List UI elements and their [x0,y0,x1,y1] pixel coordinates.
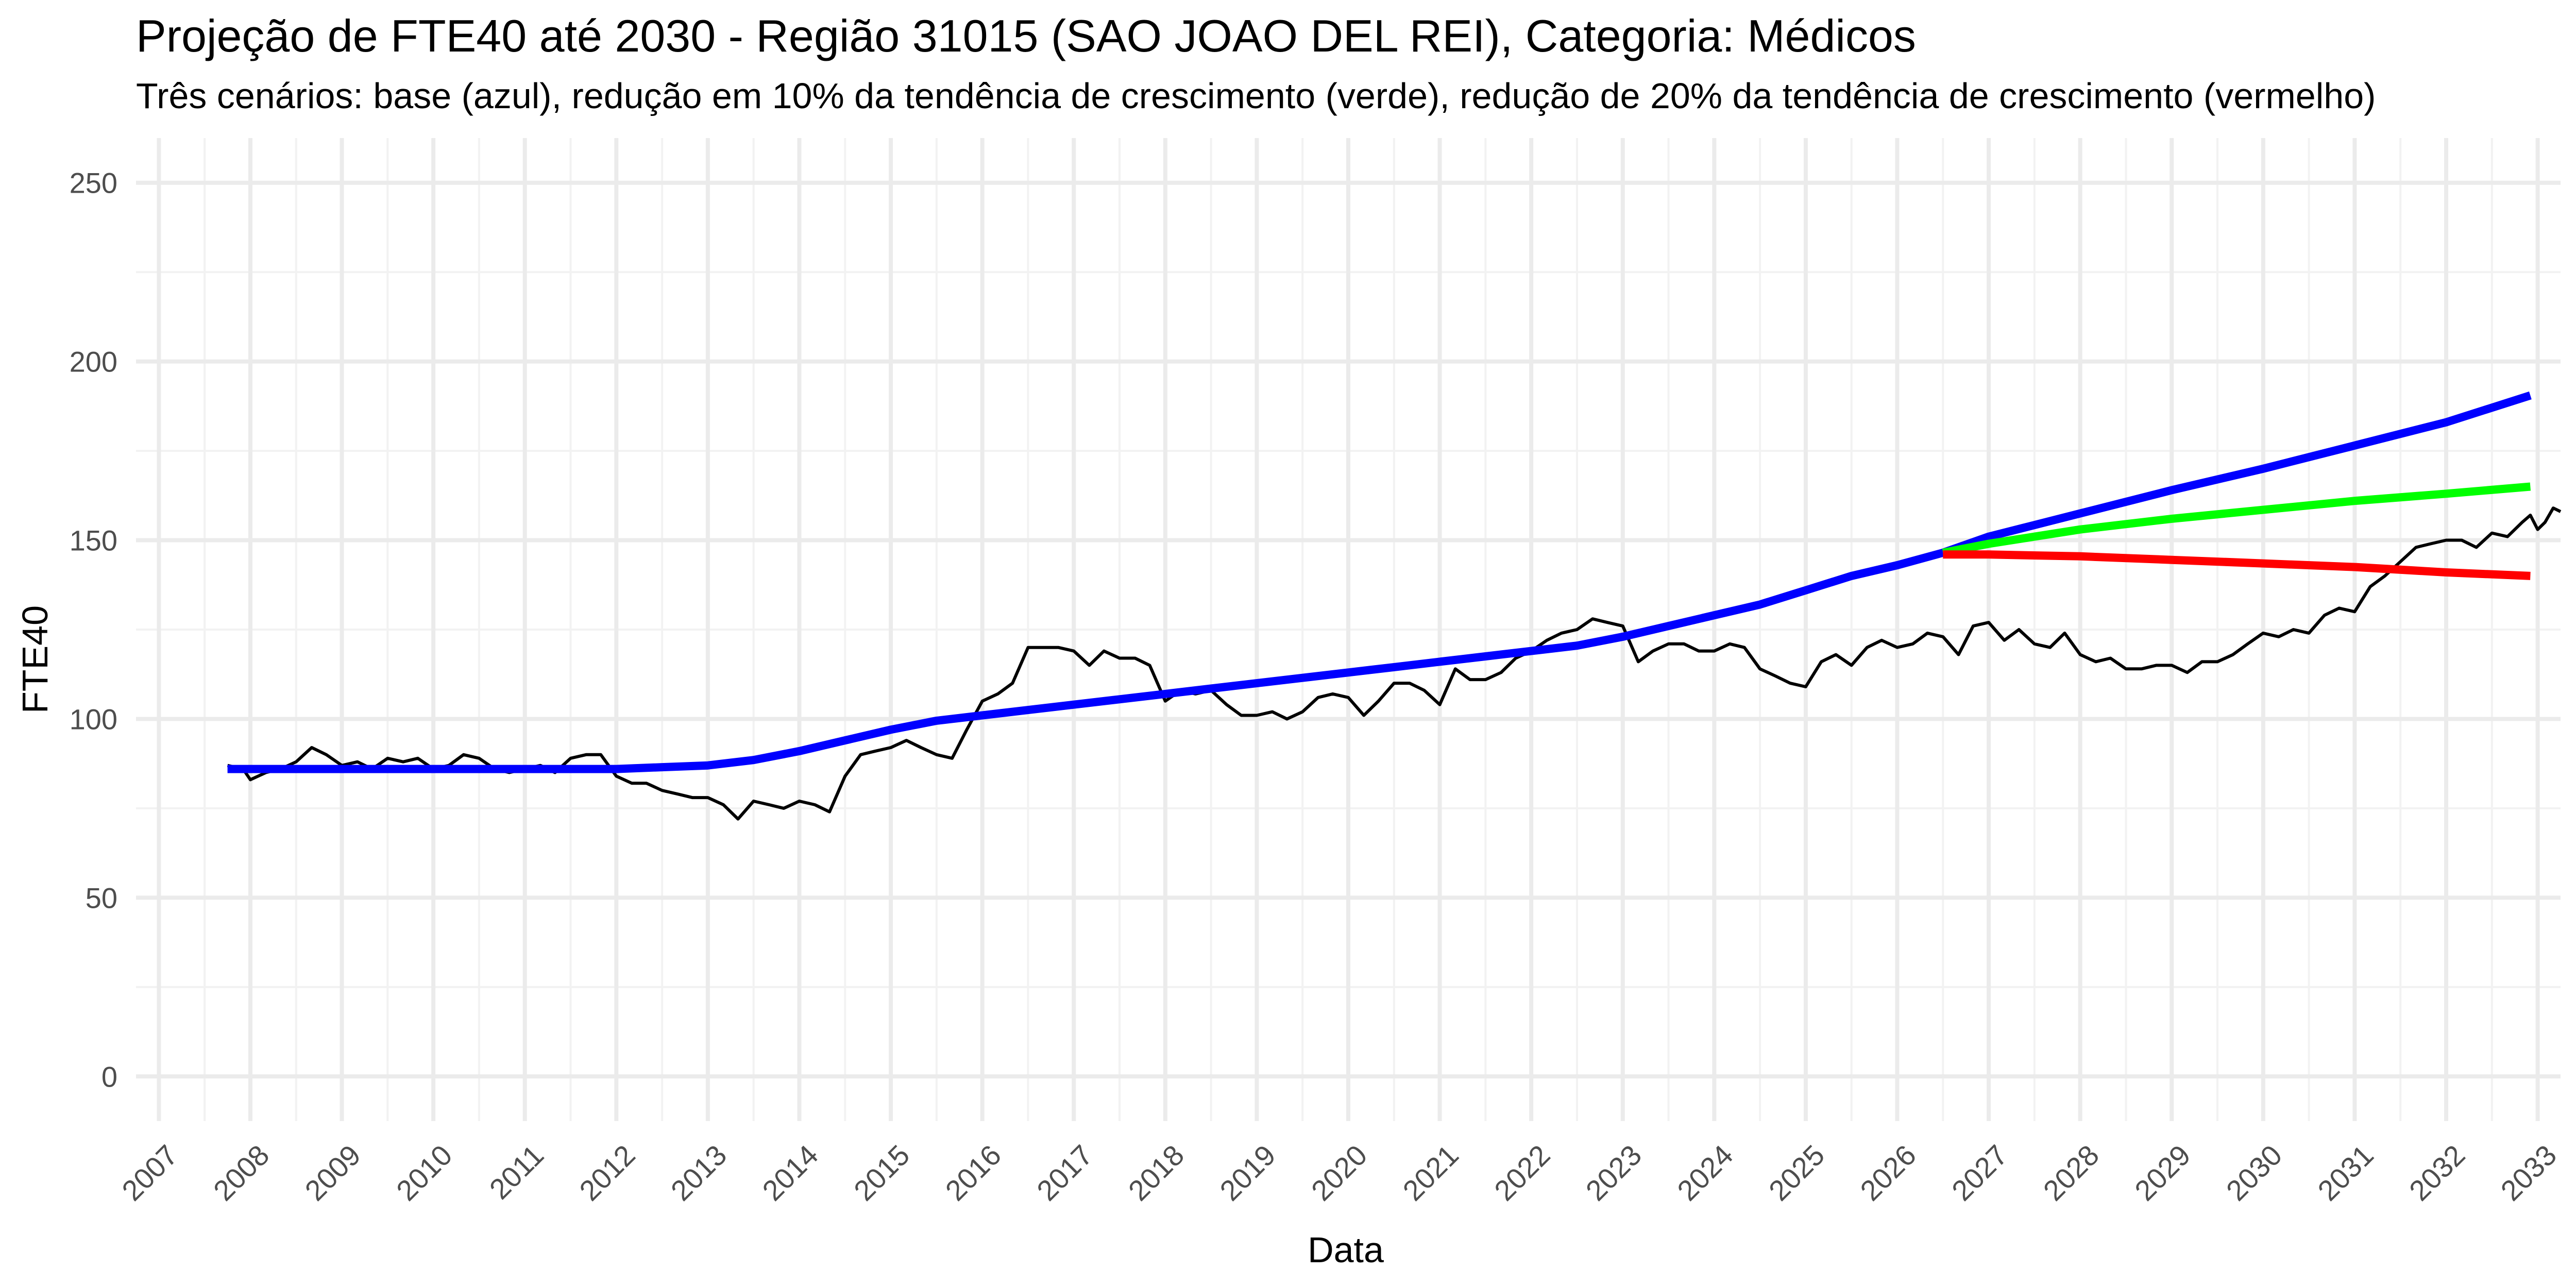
x-tick-label: 2009 [298,1139,367,1207]
x-tick-label: 2015 [848,1139,916,1207]
x-tick-label: 2031 [2311,1139,2380,1207]
x-tick-label: 2025 [1762,1139,1831,1207]
series-layer [227,391,2562,821]
series-line-1 [227,549,1944,773]
x-axis-title: Data [1308,1230,1384,1270]
x-tick-label: 2011 [483,1139,550,1206]
x-tick-label: 2029 [2128,1139,2197,1207]
x-tick-label: 2012 [573,1139,641,1207]
x-tick-label: 2010 [390,1139,459,1207]
grid-layer [136,138,2561,1121]
x-tick-label: 2032 [2403,1139,2471,1207]
x-tick-label: 2013 [665,1139,733,1207]
series-line-0 [227,506,2562,821]
x-tick-label: 2033 [2494,1139,2563,1207]
y-tick-label: 200 [70,346,117,378]
y-tick-label: 50 [86,882,117,914]
x-tick-label: 2014 [756,1139,824,1207]
x-tick-label: 2022 [1488,1139,1556,1207]
series-line-4 [1943,550,2531,580]
chart-title: Projeção de FTE40 até 2030 - Região 3101… [136,10,1916,61]
y-tick-label: 150 [70,524,117,557]
x-tick-label: 2028 [2037,1139,2106,1207]
x-tick-label: 2020 [1305,1139,1374,1207]
x-tick-label: 2023 [1580,1139,1648,1207]
x-tick-label: 2030 [2220,1139,2289,1207]
chart-subtitle: Três cenários: base (azul), redução em 1… [136,76,2376,116]
y-tick-label: 250 [70,167,117,199]
x-tick-label: 2017 [1030,1139,1099,1207]
x-tick-label: 2019 [1213,1139,1282,1207]
x-tick-label: 2016 [939,1139,1008,1207]
x-tick-label: 2018 [1122,1139,1191,1207]
y-tick-label: 0 [101,1060,117,1093]
tick-labels: 0 50 100 150 200 250 2007 2008 2009 2010 2011 2012 2… [70,167,2563,1207]
x-tick-label: 2027 [1945,1139,2014,1207]
y-tick-label: 100 [70,703,117,735]
x-tick-label: 2024 [1671,1139,1739,1207]
y-axis-title: FTE40 [15,605,55,714]
series-line-2 [1941,391,2532,557]
series-line-3 [1942,482,2531,557]
x-tick-label: 2021 [1396,1139,1465,1207]
x-tick-label: 2007 [115,1139,184,1207]
x-tick-label: 2008 [207,1139,276,1207]
x-tick-label: 2026 [1854,1139,1922,1207]
